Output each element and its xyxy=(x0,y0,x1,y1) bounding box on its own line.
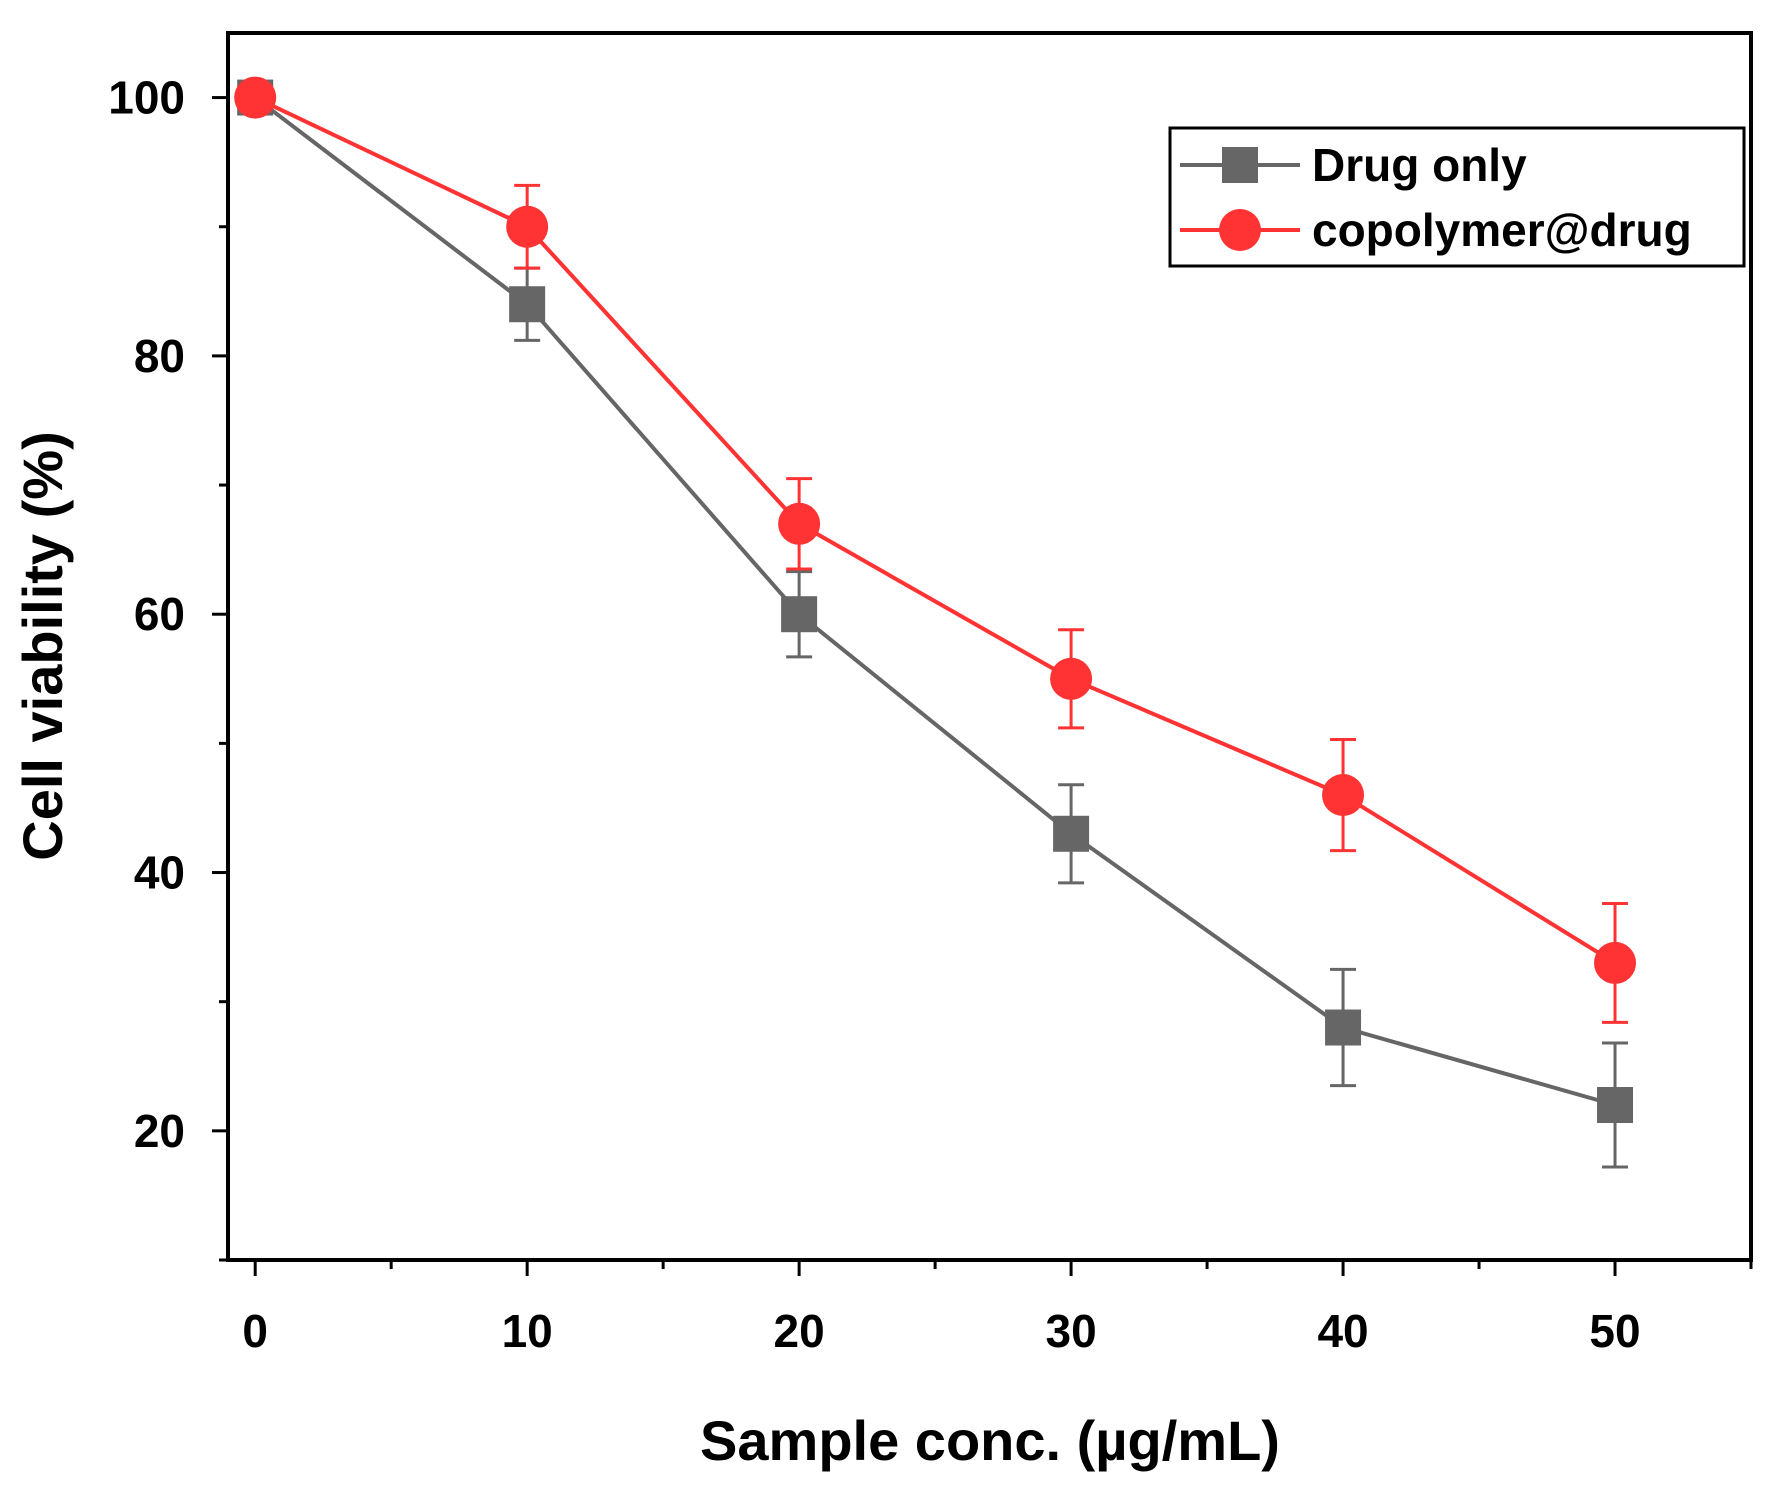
x-tick-label: 10 xyxy=(502,1305,553,1357)
data-point-copolymer-drug xyxy=(1594,941,1637,984)
data-point-copolymer-drug xyxy=(506,205,549,248)
x-tick-label: 20 xyxy=(774,1305,825,1357)
y-tick-label: 80 xyxy=(134,330,185,382)
legend-marker-copolymer-drug xyxy=(1219,209,1261,251)
data-point-copolymer-drug xyxy=(234,76,277,119)
legend-box xyxy=(1168,126,1746,268)
data-series xyxy=(234,76,1637,1169)
axis-ticks xyxy=(212,96,1753,1276)
data-point-drug-only xyxy=(1597,1087,1634,1124)
y-tick-label: 20 xyxy=(134,1105,185,1157)
x-tick-label: 0 xyxy=(242,1305,268,1357)
series-line-copolymer-drug xyxy=(254,95,1617,965)
series-copolymer-drug xyxy=(234,76,1637,1024)
x-axis-title: Sample conc. (µg/mL) xyxy=(700,1409,1280,1472)
plot-frame xyxy=(226,31,1753,1262)
y-axis-title: Cell viability (%) xyxy=(11,431,74,860)
x-tick-label: 30 xyxy=(1046,1305,1097,1357)
x-tick-label: 50 xyxy=(1589,1305,1640,1357)
series-drug-only xyxy=(237,79,1634,1169)
data-point-drug-only xyxy=(1053,815,1090,852)
data-point-drug-only xyxy=(509,286,546,323)
tick-labels: 0 10 20 30 40 50 20 40 60 80 100 xyxy=(108,72,1640,1357)
y-tick-label: 100 xyxy=(108,72,185,124)
data-point-drug-only xyxy=(781,596,818,633)
legend-label-copolymer-drug: copolymer@drug xyxy=(1312,204,1692,256)
legend-label-drug-only: Drug only xyxy=(1312,139,1527,191)
legend: Drug only copolymer@drug xyxy=(1168,126,1746,268)
x-tick-label: 40 xyxy=(1317,1305,1368,1357)
data-point-drug-only xyxy=(1325,1009,1362,1046)
data-point-copolymer-drug xyxy=(778,502,821,545)
series-line-drug-only xyxy=(253,95,1616,1107)
legend-marker-drug-only xyxy=(1222,147,1258,183)
data-point-copolymer-drug xyxy=(1050,657,1093,700)
y-tick-label: 60 xyxy=(134,588,185,640)
data-point-copolymer-drug xyxy=(1322,774,1365,817)
y-tick-label: 40 xyxy=(134,847,185,899)
